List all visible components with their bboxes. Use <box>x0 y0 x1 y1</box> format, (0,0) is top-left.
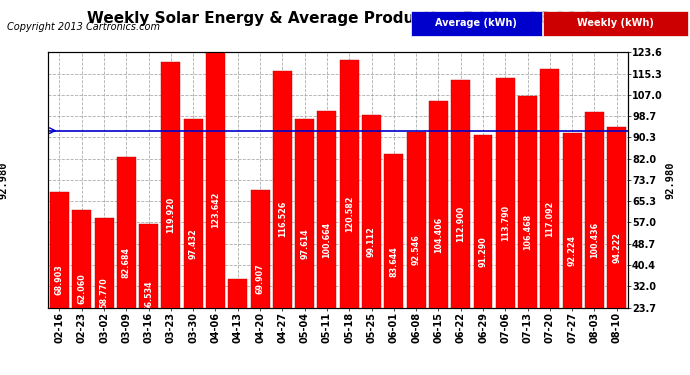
Bar <box>339 60 359 368</box>
Text: 94.222: 94.222 <box>612 232 621 263</box>
Bar <box>384 154 404 368</box>
Y-axis label: 92.980: 92.980 <box>666 161 676 199</box>
Bar <box>295 119 314 368</box>
Text: 119.920: 119.920 <box>166 197 175 233</box>
Bar <box>317 111 337 368</box>
Text: 92.546: 92.546 <box>412 234 421 265</box>
Text: 112.900: 112.900 <box>456 206 465 242</box>
Text: 106.468: 106.468 <box>523 214 532 250</box>
Text: 116.526: 116.526 <box>278 201 287 237</box>
Text: 34.813: 34.813 <box>233 308 242 339</box>
Text: 56.534: 56.534 <box>144 280 153 311</box>
Text: 82.684: 82.684 <box>122 247 131 278</box>
Bar <box>139 224 158 368</box>
Text: 83.644: 83.644 <box>389 246 398 277</box>
Text: 99.112: 99.112 <box>367 226 376 257</box>
Bar <box>206 53 225 368</box>
Text: 100.436: 100.436 <box>590 222 599 258</box>
Text: 113.790: 113.790 <box>501 205 510 241</box>
Text: 58.770: 58.770 <box>99 278 108 308</box>
Text: 123.642: 123.642 <box>211 192 220 228</box>
Bar <box>496 78 515 368</box>
Bar <box>161 62 180 368</box>
Text: 104.406: 104.406 <box>434 217 443 253</box>
Text: 92.224: 92.224 <box>568 235 577 266</box>
Text: 100.664: 100.664 <box>322 222 331 258</box>
Bar <box>451 80 470 368</box>
Text: 97.614: 97.614 <box>300 228 309 259</box>
Text: 68.903: 68.903 <box>55 265 64 296</box>
Bar <box>273 70 292 368</box>
Bar <box>117 157 136 368</box>
Bar <box>184 119 203 368</box>
Bar <box>72 210 91 368</box>
Bar <box>228 279 247 368</box>
Text: Copyright 2013 Cartronics.com: Copyright 2013 Cartronics.com <box>7 22 160 33</box>
Bar <box>429 102 448 368</box>
Bar <box>607 128 627 368</box>
Text: 91.290: 91.290 <box>478 236 488 267</box>
Text: 92.980: 92.980 <box>0 161 8 199</box>
Text: 117.092: 117.092 <box>545 200 554 237</box>
Text: Weekly Solar Energy & Average Production Fri Aug 16 06:08: Weekly Solar Energy & Average Production… <box>87 11 603 26</box>
Text: 69.907: 69.907 <box>255 264 264 294</box>
Bar <box>250 189 270 368</box>
Text: 120.582: 120.582 <box>345 196 354 232</box>
Bar <box>95 218 114 368</box>
Bar <box>540 69 560 368</box>
Bar <box>518 96 537 368</box>
Text: 97.432: 97.432 <box>188 228 198 259</box>
Bar <box>563 133 582 368</box>
Bar <box>473 135 493 368</box>
Bar <box>406 132 426 368</box>
Bar <box>362 115 381 368</box>
Bar <box>50 192 69 368</box>
Text: 62.060: 62.060 <box>77 273 86 304</box>
Text: Average (kWh): Average (kWh) <box>435 18 517 28</box>
Bar <box>585 112 604 368</box>
Text: Weekly (kWh): Weekly (kWh) <box>577 18 654 28</box>
